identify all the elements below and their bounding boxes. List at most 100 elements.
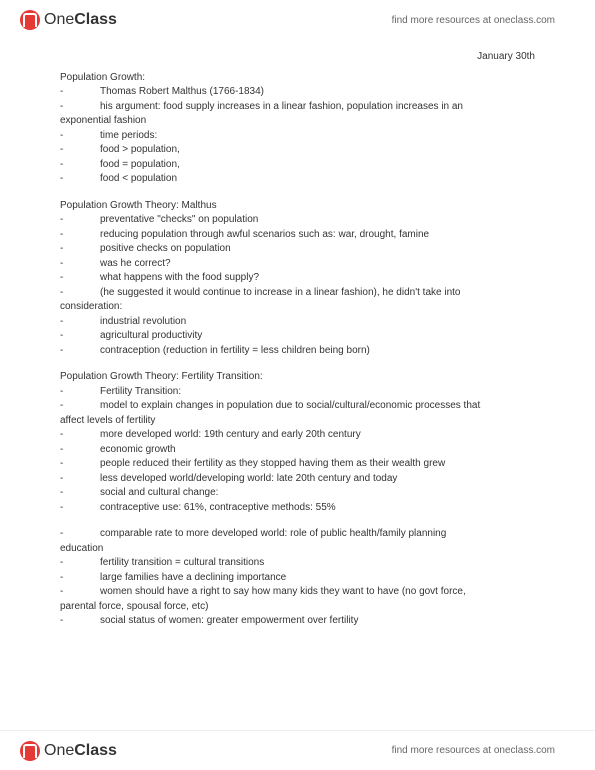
bullet-text: economic growth (72, 443, 535, 458)
dash-icon: - (60, 129, 72, 144)
logo[interactable]: OneClass (20, 10, 117, 30)
bullet-text: less developed world/developing world: l… (72, 472, 535, 487)
dash-icon: - (60, 428, 72, 443)
dash-icon: - (60, 556, 72, 571)
bullet-text: women should have a right to say how man… (72, 585, 535, 600)
dash-icon: - (60, 527, 72, 542)
dash-icon: - (60, 315, 72, 330)
dash-icon: - (60, 472, 72, 487)
bullet-text: his argument: food supply increases in a… (72, 100, 535, 115)
dash-icon: - (60, 143, 72, 158)
bullet-text: food > population, (72, 143, 535, 158)
dash-icon: - (60, 344, 72, 359)
bullet-line: -food = population, (60, 158, 535, 173)
bullet-text: people reduced their fertility as they s… (72, 457, 535, 472)
bullet-line: -more developed world: 19th century and … (60, 428, 535, 443)
bullet-text: time periods: (72, 129, 535, 144)
dash-icon: - (60, 385, 72, 400)
logo-text-plain: One (44, 11, 74, 28)
bullet-line: -contraceptive use: 61%, contraceptive m… (60, 501, 535, 516)
bullet-text: agricultural productivity (72, 329, 535, 344)
bullet-line: -his argument: food supply increases in … (60, 100, 535, 115)
bullet-text: comparable rate to more developed world:… (72, 527, 535, 542)
bullet-line: -(he suggested it would continue to incr… (60, 286, 535, 301)
bullet-text: what happens with the food supply? (72, 271, 535, 286)
bullet-line: -social and cultural change: (60, 486, 535, 501)
bullet-line: -industrial revolution (60, 315, 535, 330)
bullet-line: -fertility transition = cultural transit… (60, 556, 535, 571)
footer-tagline[interactable]: find more resources at oneclass.com (392, 745, 555, 756)
logo-text: OneClass (44, 742, 117, 760)
bullet-line: -positive checks on population (60, 242, 535, 257)
header-tagline[interactable]: find more resources at oneclass.com (392, 15, 555, 26)
bullet-text: consideration: (60, 300, 535, 315)
logo-text: OneClass (44, 11, 117, 29)
logo-text-bold: Class (74, 11, 117, 28)
bullet-text: industrial revolution (72, 315, 535, 330)
dash-icon: - (60, 213, 72, 228)
dash-icon: - (60, 614, 72, 629)
bullet-line: -less developed world/developing world: … (60, 472, 535, 487)
bullet-continuation: parental force, spousal force, etc) (60, 600, 535, 615)
bullet-line: -food > population, (60, 143, 535, 158)
document-content: January 30th Population Growth:-Thomas R… (0, 40, 595, 691)
bullet-line: -women should have a right to say how ma… (60, 585, 535, 600)
bullet-line: -comparable rate to more developed world… (60, 527, 535, 542)
bullet-line: -food < population (60, 172, 535, 187)
bullet-text: preventative "checks" on population (72, 213, 535, 228)
dash-icon: - (60, 85, 72, 100)
section: Population Growth:-Thomas Robert Malthus… (60, 71, 535, 187)
bullet-text: positive checks on population (72, 242, 535, 257)
bullet-text: Fertility Transition: (72, 385, 535, 400)
section: -comparable rate to more developed world… (60, 527, 535, 629)
bullet-text: parental force, spousal force, etc) (60, 600, 535, 615)
dash-icon: - (60, 457, 72, 472)
bullet-line: -was he correct? (60, 257, 535, 272)
bullet-text: fertility transition = cultural transiti… (72, 556, 535, 571)
dash-icon: - (60, 271, 72, 286)
bullet-text: (he suggested it would continue to incre… (72, 286, 535, 301)
section-title: Population Growth: (60, 71, 535, 86)
bullet-text: social and cultural change: (72, 486, 535, 501)
dash-icon: - (60, 443, 72, 458)
dash-icon: - (60, 399, 72, 414)
bullet-text: food = population, (72, 158, 535, 173)
section: Population Growth Theory: Fertility Tran… (60, 370, 535, 515)
bullet-line: -Fertility Transition: (60, 385, 535, 400)
dash-icon: - (60, 571, 72, 586)
logo-text-plain: One (44, 742, 74, 759)
dash-icon: - (60, 329, 72, 344)
bullet-text: contraception (reduction in fertility = … (72, 344, 535, 359)
section-title: Population Growth Theory: Malthus (60, 199, 535, 214)
section-title: Population Growth Theory: Fertility Tran… (60, 370, 535, 385)
bullet-text: Thomas Robert Malthus (1766-1834) (72, 85, 535, 100)
dash-icon: - (60, 172, 72, 187)
dash-icon: - (60, 242, 72, 257)
bullet-text: was he correct? (72, 257, 535, 272)
bullet-text: more developed world: 19th century and e… (72, 428, 535, 443)
bullet-line: -large families have a declining importa… (60, 571, 535, 586)
bullet-line: -social status of women: greater empower… (60, 614, 535, 629)
bullet-line: -Thomas Robert Malthus (1766-1834) (60, 85, 535, 100)
bullet-text: affect levels of fertility (60, 414, 535, 429)
dash-icon: - (60, 158, 72, 173)
bullet-text: reducing population through awful scenar… (72, 228, 535, 243)
bullet-text: food < population (72, 172, 535, 187)
bullet-line: -model to explain changes in population … (60, 399, 535, 414)
dash-icon: - (60, 286, 72, 301)
bullet-text: education (60, 542, 535, 557)
bullet-line: -economic growth (60, 443, 535, 458)
header: OneClass find more resources at oneclass… (0, 0, 595, 40)
bullet-line: -what happens with the food supply? (60, 271, 535, 286)
bullet-text: exponential fashion (60, 114, 535, 129)
logo-text-bold: Class (74, 742, 117, 759)
document-date: January 30th (60, 50, 535, 65)
dash-icon: - (60, 257, 72, 272)
dash-icon: - (60, 585, 72, 600)
bullet-text: contraceptive use: 61%, contraceptive me… (72, 501, 535, 516)
footer-logo[interactable]: OneClass (20, 741, 117, 761)
bullet-text: model to explain changes in population d… (72, 399, 535, 414)
logo-icon (20, 10, 40, 30)
bullet-text: social status of women: greater empowerm… (72, 614, 535, 629)
bullet-line: -people reduced their fertility as they … (60, 457, 535, 472)
